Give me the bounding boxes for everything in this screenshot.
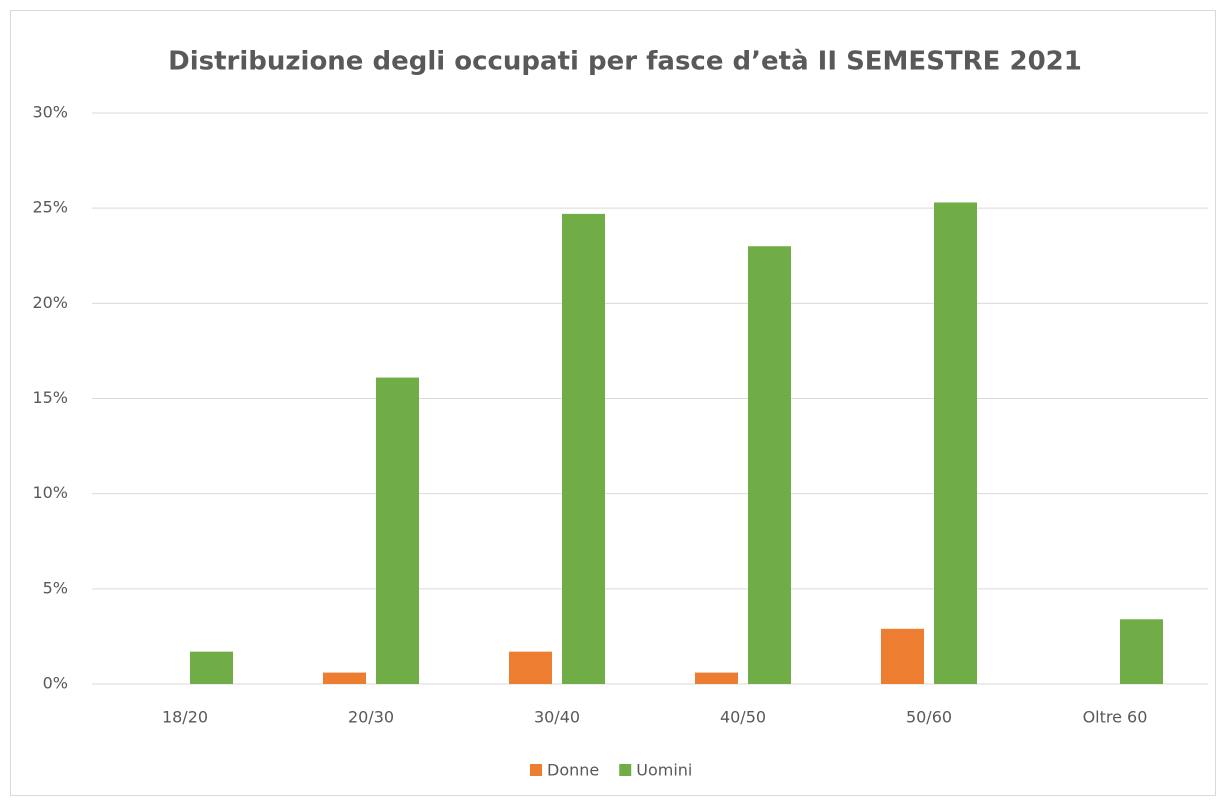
- bar: [323, 672, 366, 684]
- bar: [695, 672, 738, 684]
- legend-label: Uomini: [636, 761, 692, 780]
- legend-label: Donne: [547, 761, 599, 780]
- bar: [190, 651, 233, 684]
- x-tick-label: 18/20: [162, 708, 208, 727]
- x-tick-label: Oltre 60: [1083, 708, 1148, 727]
- y-tick-label: 30%: [32, 103, 68, 122]
- y-tick-label: 10%: [32, 483, 68, 502]
- bar: [748, 246, 791, 684]
- y-tick-label: 25%: [32, 198, 68, 217]
- bar: [562, 213, 605, 685]
- bar: [881, 628, 924, 684]
- x-tick-label: 30/40: [534, 708, 580, 727]
- x-tick-label: 50/60: [906, 708, 952, 727]
- y-tick-label: 0%: [43, 674, 68, 693]
- bar: [934, 202, 977, 684]
- bar: [376, 377, 419, 684]
- bar: [509, 651, 552, 684]
- legend-swatch: [530, 764, 542, 776]
- y-tick-label: 20%: [32, 293, 68, 312]
- x-tick-label: 40/50: [720, 708, 766, 727]
- y-tick-label: 5%: [43, 578, 68, 597]
- bar: [1120, 619, 1163, 684]
- chart-title: Distribuzione degli occupati per fasce d…: [168, 47, 1082, 77]
- y-tick-label: 15%: [32, 388, 68, 407]
- x-tick-label: 20/30: [348, 708, 394, 727]
- legend-swatch: [619, 764, 632, 776]
